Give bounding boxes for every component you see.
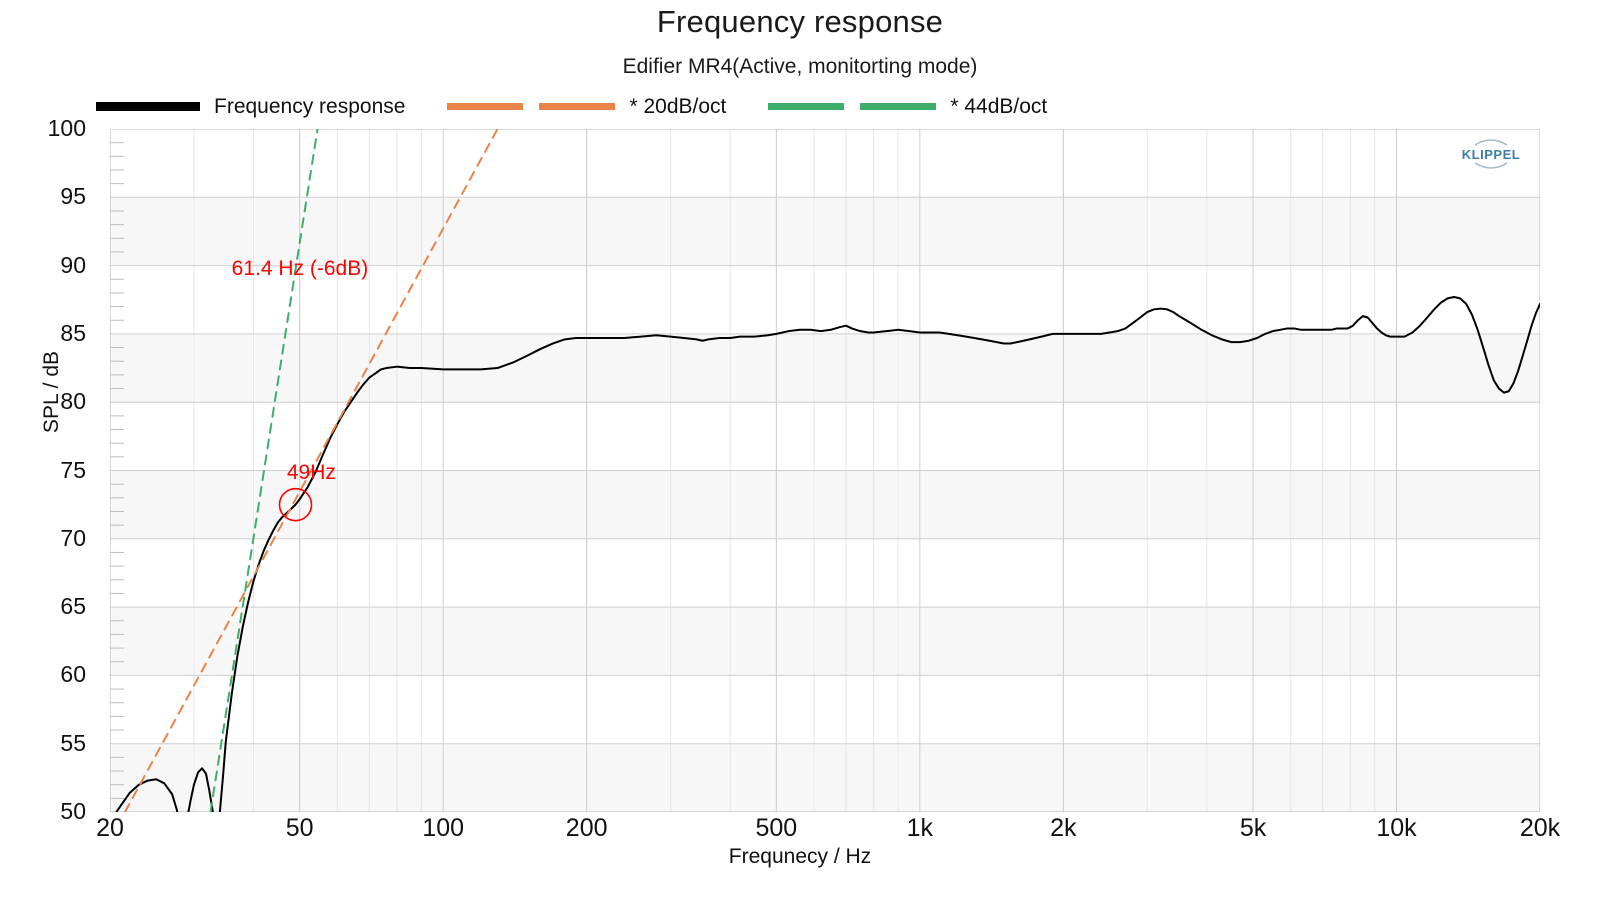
legend-swatch-group <box>447 102 616 110</box>
x-tick-label: 100 <box>422 814 465 842</box>
legend-label: Frequency response <box>214 94 406 118</box>
y-tick-label: 55 <box>60 729 86 756</box>
series-line <box>115 296 1540 812</box>
plot-band <box>110 333 1540 403</box>
legend-item-2[interactable]: * 44dB/oct <box>768 93 1047 119</box>
plot-svg <box>110 129 1540 812</box>
plot-band <box>110 402 1540 471</box>
x-tick-label: 20k <box>1519 814 1561 842</box>
legend-swatch <box>539 102 616 110</box>
legend-item-1[interactable]: * 20dB/oct <box>447 93 726 119</box>
legend-swatch-group <box>768 102 937 110</box>
klippel-watermark: KLIPPEL <box>1455 136 1527 172</box>
page-title: Frequency response <box>656 4 944 39</box>
plot-band <box>110 197 1540 266</box>
x-tick-label: 50 <box>285 814 314 842</box>
klippel-label: KLIPPEL <box>1461 147 1521 162</box>
series-layer <box>115 129 1540 812</box>
x-tick-label: 500 <box>755 814 798 842</box>
plot-band <box>110 129 1540 198</box>
plot-band <box>110 743 1540 812</box>
plot-band <box>110 538 1540 608</box>
marker-annotation: 49Hz <box>286 460 336 484</box>
x-tick-label: 1k <box>906 814 934 842</box>
y-tick-label: 75 <box>60 456 86 483</box>
plot-band <box>110 675 1540 744</box>
y-axis-ticks: 50 55 60 65 70 75 80 85 90 95 100 <box>0 117 100 823</box>
y-tick-label: 50 <box>60 798 86 824</box>
y-tick-label: 95 <box>60 183 86 210</box>
x-tick-label: 5k <box>1239 814 1267 842</box>
cutoff-annotation: 61.4 Hz (-6dB) <box>231 257 369 281</box>
x-axis-ticks: 20 50 100 200 500 1k 2k 5k 10k 20k <box>0 814 1600 854</box>
plot-band <box>110 265 1540 334</box>
legend-item-0[interactable]: Frequency response <box>96 93 405 119</box>
legend-label: * 44dB/oct <box>950 94 1048 118</box>
y-tick-label: 65 <box>60 593 86 620</box>
series-line <box>209 129 319 812</box>
x-tick-label: 2k <box>1050 814 1077 842</box>
y-axis-label: SPL / dB <box>40 350 63 434</box>
x-axis-label: Frequnecy / Hz <box>728 845 872 868</box>
y-tick-label: 100 <box>47 115 86 141</box>
series-line <box>123 129 499 812</box>
x-tick-label: 10k <box>1376 814 1417 842</box>
legend-swatch <box>96 101 200 111</box>
y-tick-label: 85 <box>60 319 86 346</box>
plot-area <box>110 129 1540 812</box>
legend-swatch-group <box>96 101 200 111</box>
legend-swatch <box>860 102 937 110</box>
x-tick-label: 20 <box>96 814 124 842</box>
y-tick-label: 70 <box>60 524 86 551</box>
page-subtitle: Edifier MR4(Active, monitorting mode) <box>622 55 978 78</box>
chart-legend: Frequency response * 20dB/oct * 44dB/oct <box>96 93 1047 119</box>
klippel-arc-icon <box>1474 139 1508 169</box>
legend-label: * 20dB/oct <box>629 94 727 118</box>
legend-swatch <box>447 102 524 110</box>
legend-swatch <box>768 102 845 110</box>
y-tick-label: 60 <box>60 661 86 688</box>
marker-circle <box>278 487 313 522</box>
x-tick-label: 200 <box>565 814 608 842</box>
plot-band <box>110 470 1540 539</box>
plot-band <box>110 607 1540 676</box>
y-tick-label: 80 <box>60 388 86 415</box>
y-tick-label: 90 <box>60 251 86 278</box>
